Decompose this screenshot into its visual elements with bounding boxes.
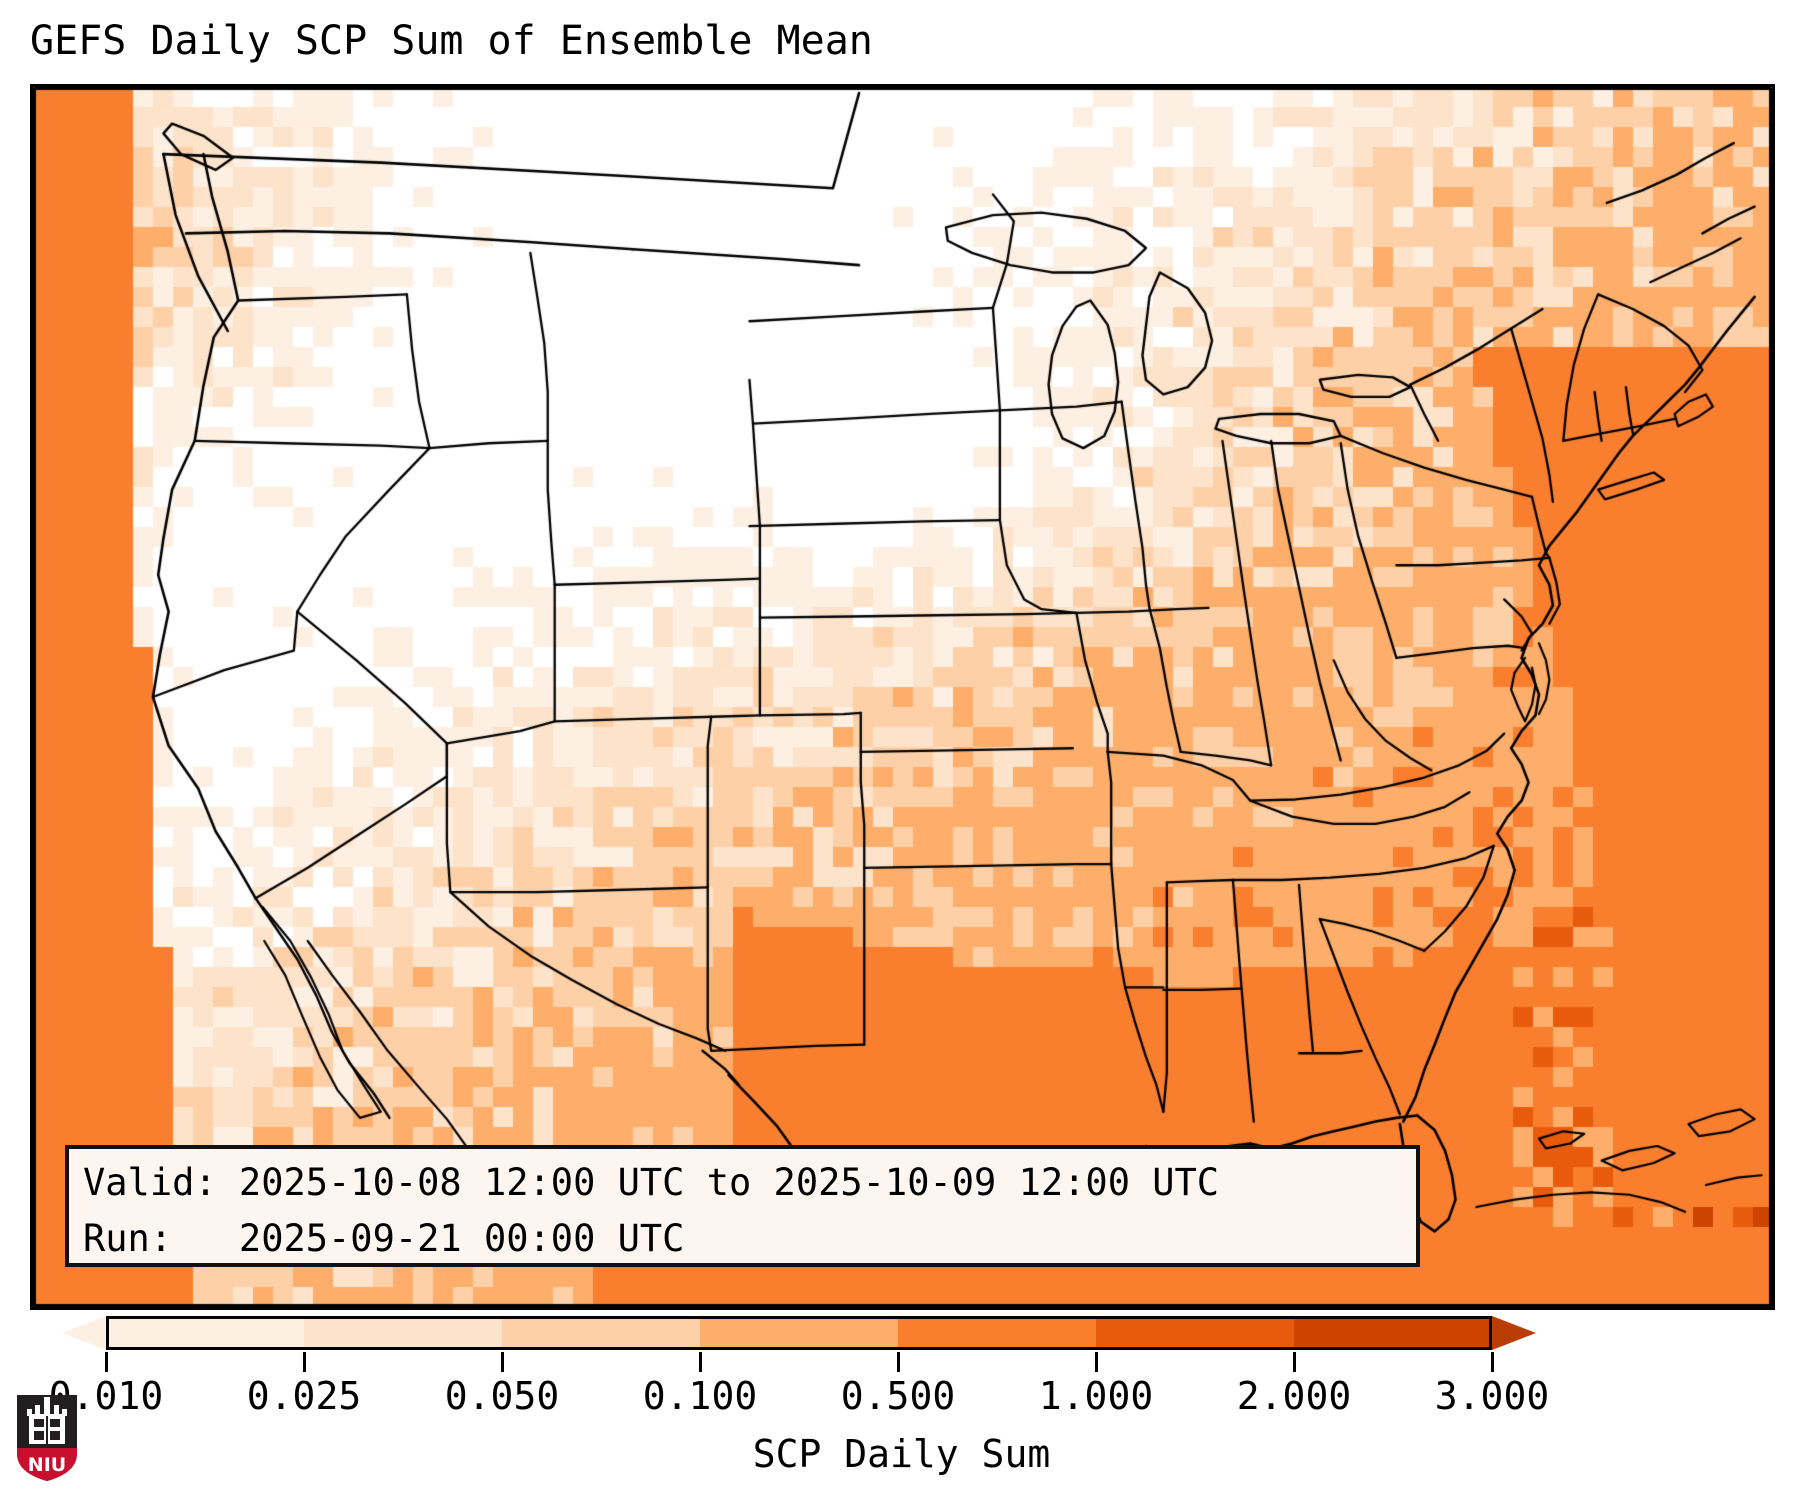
colorbar-label: SCP Daily Sum: [752, 1432, 1051, 1476]
colorbar-band-5: [1096, 1316, 1294, 1350]
colorbar-tick-2: [501, 1352, 504, 1372]
colorbar-tick-6: [1293, 1352, 1296, 1372]
colorbar-band-2: [502, 1316, 700, 1350]
colorbar-tick-label-5: 1.000: [1038, 1374, 1154, 1418]
page-title: GEFS Daily SCP Sum of Ensemble Mean: [30, 18, 873, 64]
niu-logo: NIU: [14, 1392, 80, 1484]
colorbar-band-1: [304, 1316, 502, 1350]
colorbar-tick-5: [1095, 1352, 1098, 1372]
colorbar-band-6: [1294, 1316, 1492, 1350]
colorbar-band-3: [700, 1316, 898, 1350]
map-frame: [30, 84, 1775, 1310]
colorbar-tick-7: [1491, 1352, 1494, 1372]
forecast-info-box: Valid: 2025-10-08 12:00 UTC to 2025-10-0…: [65, 1145, 1420, 1267]
colorbar-gradient: [106, 1316, 1492, 1350]
colorbar-tick-label-4: 0.500: [840, 1374, 956, 1418]
colorbar-band-0: [106, 1316, 304, 1350]
run-time-line: Run: 2025-09-21 00:00 UTC: [83, 1217, 685, 1260]
colorbar-tick-3: [699, 1352, 702, 1372]
scp-heatmap-canvas: [33, 87, 1772, 1307]
colorbar-band-4: [898, 1316, 1096, 1350]
colorbar: 0.010 0.025 0.050 0.100 0.500 1.000 2.000 3.000…: [0, 1312, 1803, 1500]
colorbar-tick-label-6: 2.000: [1236, 1374, 1352, 1418]
niu-logo-text: NIU: [28, 1454, 66, 1476]
colorbar-tick-label-2: 0.050: [444, 1374, 560, 1418]
colorbar-tick-label-1: 0.025: [246, 1374, 362, 1418]
colorbar-tick-label-7: 3.000: [1434, 1374, 1550, 1418]
colorbar-tick-label-3: 0.100: [642, 1374, 758, 1418]
colorbar-under-arrow: [62, 1316, 106, 1350]
valid-time-line: Valid: 2025-10-08 12:00 UTC to 2025-10-0…: [83, 1161, 1220, 1204]
colorbar-tick-4: [897, 1352, 900, 1372]
colorbar-tick-0: [105, 1352, 108, 1372]
colorbar-tick-1: [303, 1352, 306, 1372]
colorbar-over-arrow: [1492, 1316, 1536, 1350]
